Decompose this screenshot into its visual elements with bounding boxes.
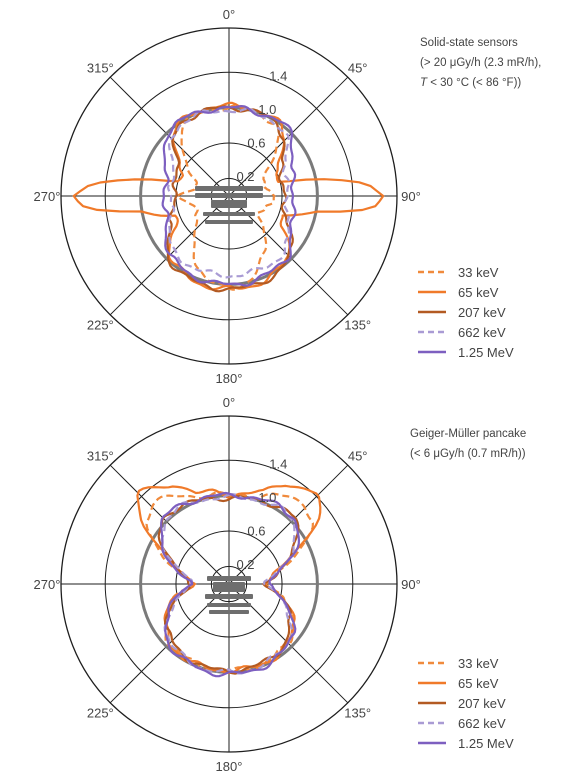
grid-spoke — [228, 464, 349, 585]
sensor-glyph — [195, 186, 263, 224]
angle-tick-label: 90° — [401, 577, 421, 592]
series-curve — [166, 105, 294, 293]
radial-tick-label: 1.0 — [258, 490, 276, 505]
chart-annotation: Geiger-Müller pancake (< 6 μGy/h (0.7 mR… — [410, 428, 526, 460]
series-curve — [161, 105, 297, 287]
radial-tick-label: 0.2 — [236, 169, 254, 184]
angle-tick-label: 0° — [223, 395, 235, 410]
legend-label: 33 keV — [458, 656, 499, 671]
sensor-part — [205, 594, 253, 599]
angle-tick-label: 315° — [87, 448, 114, 463]
legend-label: 65 keV — [458, 676, 499, 691]
radial-tick-label: 1.4 — [269, 456, 287, 471]
sensor-part — [207, 603, 251, 607]
angle-tick-label: 45° — [348, 448, 368, 463]
sensor-part — [195, 193, 263, 198]
legend-label: 65 keV — [458, 285, 499, 300]
sensor-part — [209, 610, 249, 614]
series-curve — [160, 491, 300, 678]
angle-tick-label: 270° — [34, 189, 61, 204]
sensor-glyph — [205, 576, 253, 614]
sensor-part — [207, 576, 251, 581]
grid-spoke — [109, 464, 230, 585]
radial-tick-labels: 0.2 0.6 1.0 1.4 — [236, 68, 287, 184]
sensor-part — [205, 220, 253, 224]
legend: 33 keV 65 keV 207 keV 662 keV 1.25 MeV — [418, 265, 514, 360]
radial-tick-label: 0.6 — [247, 136, 265, 151]
radial-tick-labels: 0.2 0.6 1.0 1.4 — [236, 456, 287, 572]
legend-label: 1.25 MeV — [458, 736, 514, 751]
annotation-line: (< 6 μGy/h (0.7 mR/h)) — [410, 448, 526, 460]
series-curve — [166, 107, 291, 279]
angle-tick-label: 0° — [223, 7, 235, 22]
angle-tick-label: 315° — [87, 60, 114, 75]
solid-state-polar-chart: 0.2 0.6 1.0 1.4 0° 45° 90° 135° 180° 225… — [34, 7, 542, 386]
geiger-muller-polar-chart: 0.2 0.6 1.0 1.4 0° 45° 90° 135° 180° 225… — [34, 395, 527, 774]
sensor-part — [203, 212, 255, 216]
angle-tick-label: 180° — [216, 371, 243, 386]
legend-label: 207 keV — [458, 305, 506, 320]
legend-label: 662 keV — [458, 716, 506, 731]
radial-tick-label: 1.4 — [269, 68, 287, 83]
angle-tick-labels: 0° 45° 90° 135° 180° 225° 270° 315° — [34, 395, 421, 774]
legend-label: 207 keV — [458, 696, 506, 711]
angle-tick-label: 225° — [87, 318, 114, 333]
legend: 33 keV 65 keV 207 keV 662 keV 1.25 MeV — [418, 656, 514, 751]
sensor-part — [213, 582, 245, 592]
legend-label: 1.25 MeV — [458, 345, 514, 360]
annotation-line: Geiger-Müller pancake — [410, 428, 526, 440]
legend-label: 662 keV — [458, 325, 506, 340]
series-curve — [72, 101, 385, 291]
response-curves — [72, 101, 385, 293]
angle-tick-labels: 0° 45° 90° 135° 180° 225° 270° 315° — [34, 7, 421, 386]
angle-tick-label: 225° — [87, 706, 114, 721]
sensor-part — [211, 200, 247, 208]
angle-tick-label: 135° — [344, 706, 371, 721]
series-curve — [160, 493, 296, 675]
chart-annotation: Solid-state sensors (> 20 μGy/h (2.3 mR/… — [420, 37, 541, 89]
angle-tick-label: 45° — [348, 60, 368, 75]
sensor-part — [195, 186, 263, 191]
angle-tick-label: 180° — [216, 759, 243, 774]
angle-tick-label: 270° — [34, 577, 61, 592]
radial-tick-label: 0.2 — [236, 557, 254, 572]
angle-tick-label: 90° — [401, 189, 421, 204]
angle-tick-label: 135° — [344, 318, 371, 333]
legend-label: 33 keV — [458, 265, 499, 280]
radial-tick-label: 0.6 — [247, 524, 265, 539]
annotation-line: Solid-state sensors — [420, 37, 518, 49]
annotation-line: (> 20 μGy/h (2.3 mR/h), — [420, 57, 541, 69]
radial-tick-label: 1.0 — [258, 102, 276, 117]
annotation-line: T < 30 °C (< 86 °F)) — [420, 77, 521, 89]
response-curves — [136, 484, 322, 678]
